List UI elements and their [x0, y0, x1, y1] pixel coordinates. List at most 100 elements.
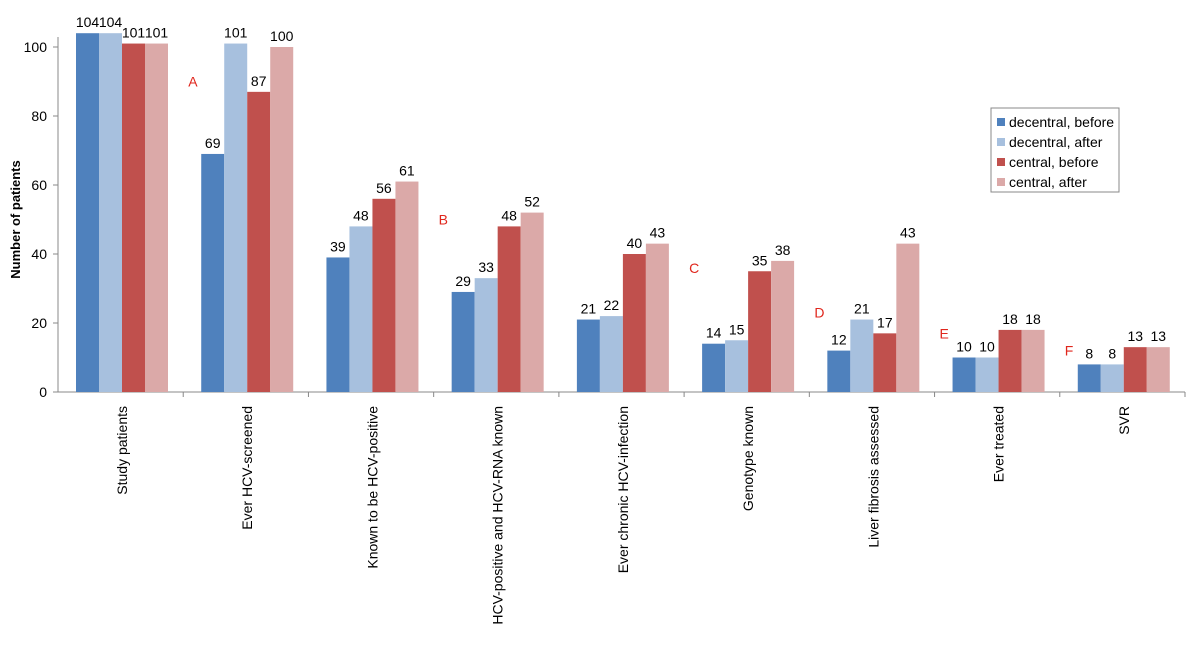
- data-label: 100: [270, 28, 294, 44]
- bar: [998, 329, 1022, 392]
- annotation-label: A: [188, 74, 198, 90]
- bar: [725, 340, 749, 392]
- bar: [270, 47, 294, 392]
- bar: [122, 43, 145, 393]
- data-label: 69: [205, 135, 221, 151]
- data-label: 22: [604, 297, 620, 313]
- bar: [975, 357, 999, 392]
- bar: [873, 333, 897, 392]
- legend-swatch: [997, 178, 1005, 186]
- bar: [1146, 347, 1170, 392]
- legend-label: decentral, after: [1009, 134, 1103, 150]
- bar: [99, 33, 122, 392]
- bar: [497, 226, 521, 392]
- y-tick-label: 80: [31, 108, 47, 124]
- data-label: 104: [76, 14, 100, 30]
- bar: [201, 153, 225, 392]
- data-label: 61: [399, 163, 415, 179]
- bar: [645, 243, 669, 392]
- data-label: 8: [1108, 345, 1116, 361]
- bar: [76, 33, 99, 392]
- y-tick-label: 100: [24, 39, 48, 55]
- data-label: 21: [854, 301, 870, 317]
- data-label: 8: [1085, 345, 1093, 361]
- data-label: 87: [251, 73, 267, 89]
- data-label: 29: [455, 273, 471, 289]
- y-axis-title: Number of patients: [8, 160, 23, 278]
- bar: [576, 319, 600, 392]
- data-label: 38: [775, 242, 791, 258]
- y-tick-label: 40: [31, 246, 47, 262]
- bar: [952, 357, 976, 392]
- legend-box: [990, 107, 1120, 193]
- x-tick-label: SVR: [1116, 406, 1132, 435]
- bar: [520, 212, 544, 392]
- bar: [326, 257, 350, 392]
- legend-swatch: [997, 158, 1005, 166]
- data-label: 33: [478, 259, 494, 275]
- data-label: 12: [831, 332, 847, 348]
- bar: [1021, 329, 1045, 392]
- data-label: 43: [900, 225, 916, 241]
- data-label: 13: [1127, 328, 1143, 344]
- x-tick-label: Liver fibrosis assessed: [865, 406, 881, 548]
- data-label: 10: [956, 339, 972, 355]
- bar: [372, 198, 396, 392]
- bar: [349, 226, 373, 392]
- data-label: 15: [729, 321, 745, 337]
- x-tick-label: HCV-positive and HCV-RNA known: [490, 406, 506, 625]
- x-tick-label: Study patients: [114, 406, 130, 495]
- bar: [622, 254, 646, 392]
- bar: [827, 350, 851, 392]
- annotation-label: B: [439, 212, 448, 228]
- data-label: 21: [581, 301, 597, 317]
- data-label: 101: [224, 25, 248, 41]
- data-label: 101: [122, 25, 146, 41]
- data-label: 43: [650, 225, 666, 241]
- y-tick-label: 20: [31, 315, 47, 331]
- data-label: 48: [501, 207, 517, 223]
- bar: [702, 343, 726, 392]
- data-label: 52: [524, 194, 540, 210]
- annotation-label: E: [940, 325, 949, 341]
- bar: [247, 91, 271, 392]
- bar: [1077, 364, 1101, 392]
- bar: [748, 271, 772, 392]
- bar: [451, 291, 475, 392]
- annotation-label: F: [1065, 343, 1074, 359]
- bar: [145, 43, 168, 393]
- data-label: 10: [979, 339, 995, 355]
- x-tick-label: Ever chronic HCV-infection: [615, 406, 631, 573]
- data-label: 18: [1002, 311, 1018, 327]
- x-tick-label: Ever treated: [991, 406, 1007, 482]
- data-label: 104: [99, 14, 123, 30]
- bar: [474, 278, 498, 392]
- data-label: 18: [1025, 311, 1041, 327]
- bar: [771, 260, 795, 392]
- bar: [395, 181, 419, 392]
- x-tick-label: Genotype known: [740, 406, 756, 511]
- legend-label: central, before: [1009, 154, 1099, 170]
- legend-swatch: [997, 138, 1005, 146]
- annotation-label: D: [814, 305, 824, 321]
- x-tick-label: Known to be HCV-positive: [364, 406, 380, 569]
- data-label: 101: [145, 25, 169, 41]
- bar: [1123, 347, 1147, 392]
- legend-label: central, after: [1009, 174, 1087, 190]
- data-label: 48: [353, 207, 369, 223]
- data-label: 35: [752, 252, 768, 268]
- data-label: 56: [376, 180, 392, 196]
- bar: [224, 43, 248, 393]
- data-label: 40: [627, 235, 643, 251]
- annotation-label: C: [689, 260, 699, 276]
- x-tick-label: Ever HCV-screened: [239, 406, 255, 530]
- data-label: 14: [706, 325, 722, 341]
- legend-label: decentral, before: [1009, 114, 1114, 130]
- legend-swatch: [997, 118, 1005, 126]
- data-label: 39: [330, 238, 346, 254]
- data-label: 17: [877, 314, 893, 330]
- y-tick-label: 60: [31, 177, 47, 193]
- y-tick-label: 0: [39, 384, 47, 400]
- bar: [896, 243, 920, 392]
